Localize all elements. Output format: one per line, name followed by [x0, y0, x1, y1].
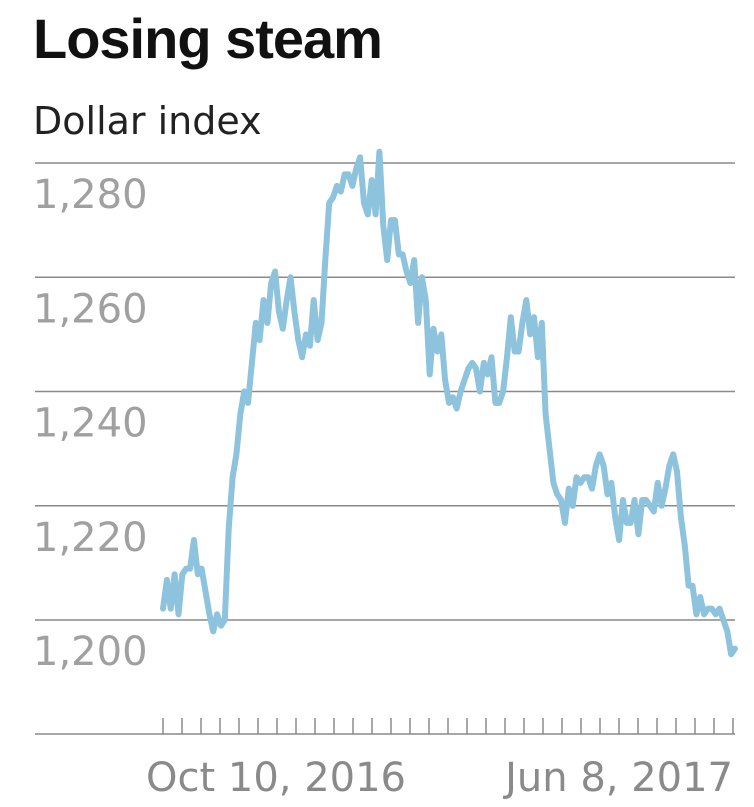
- y-tick-label: 1,200: [33, 629, 148, 675]
- x-tick-label: Oct 10, 2016: [146, 755, 406, 801]
- chart-title: Losing steam: [33, 7, 383, 70]
- y-tick-label: 1,240: [33, 401, 148, 447]
- y-tick-label: 1,260: [33, 286, 148, 332]
- y-tick-label: 1,280: [33, 172, 148, 218]
- chart-subtitle: Dollar index: [33, 99, 262, 143]
- series-line-dollar-index: [160, 148, 738, 658]
- y-tick-label: 1,220: [33, 515, 148, 561]
- x-tick-label: Jun 8, 2017: [502, 755, 733, 801]
